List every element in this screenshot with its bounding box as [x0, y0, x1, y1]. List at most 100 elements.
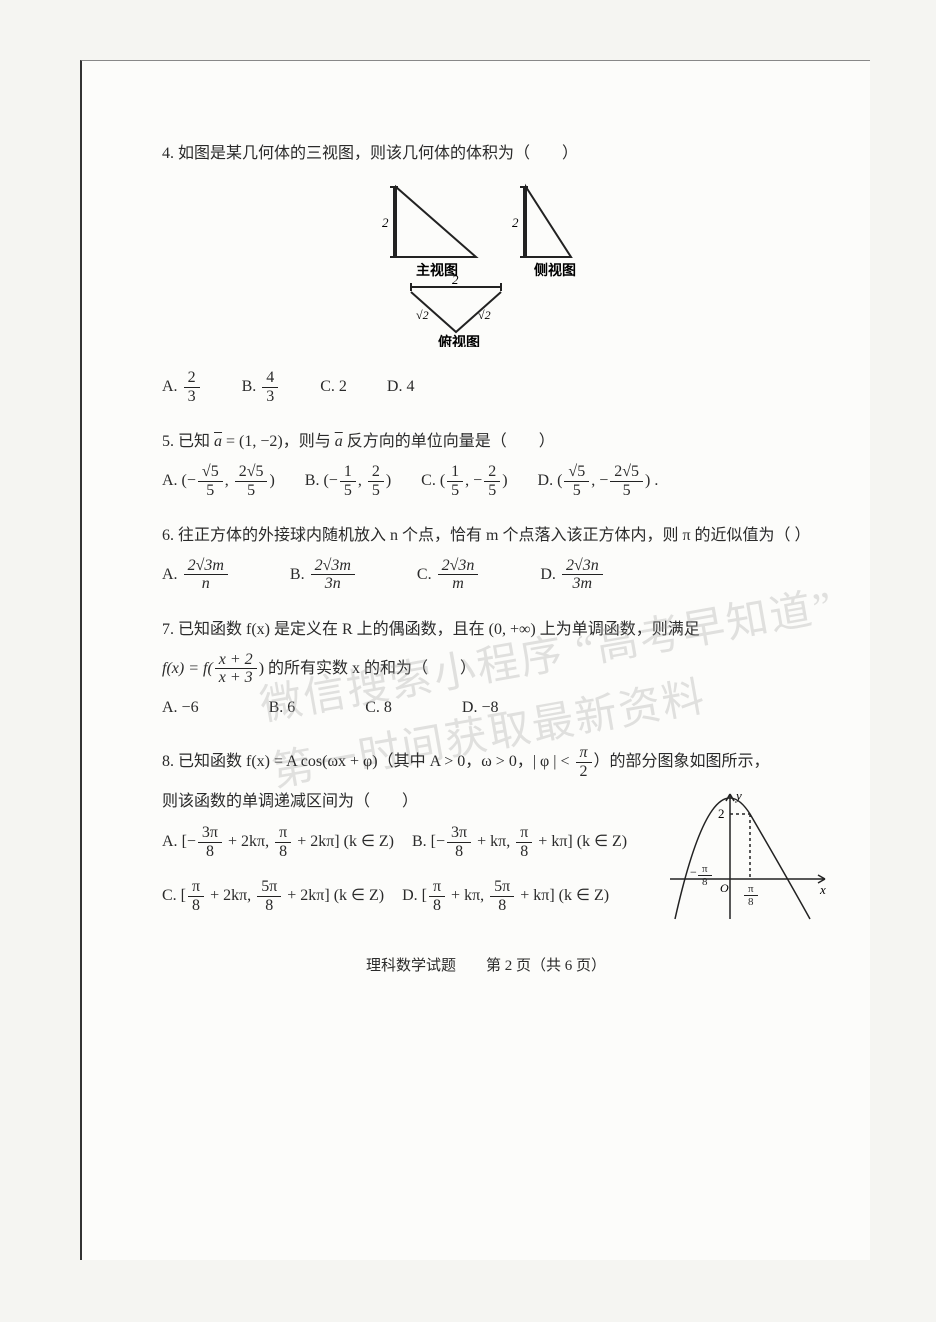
- question-6: 6. 往正方体的外接球内随机放入 n 个点，恰有 m 个点落入该正方体内，则 π…: [162, 523, 810, 593]
- q7-l2-post: ) 的所有实数 x 的和为（ ）: [259, 659, 476, 676]
- q8d-b1: [: [422, 887, 427, 904]
- q7-opt-d: D. −8: [462, 695, 499, 721]
- q8b-p: B.: [412, 833, 431, 850]
- q8b-n1: 3π: [447, 824, 471, 843]
- q5-c-n2: 2: [484, 463, 500, 482]
- q8d-d2: 8: [490, 897, 514, 915]
- q4-a-num: 2: [184, 369, 200, 388]
- q8-pi2d: 2: [576, 763, 592, 781]
- q4-dim-edge2: √2: [478, 308, 491, 322]
- q7-opt-b: B. 6: [269, 695, 296, 721]
- q5-c-m: , −: [465, 472, 482, 489]
- q4-dim-h1: 2: [382, 215, 389, 230]
- q8-opt-d: D. [π8 + kπ, 5π8 + kπ] (k ∈ Z): [402, 878, 609, 914]
- q4-a-label: A.: [162, 378, 178, 395]
- q5-options: A. (−√55, 2√55) B. (−15, 25) C. (15, −25…: [162, 463, 810, 499]
- q8c-m1: + 2kπ,: [206, 887, 255, 904]
- q8d-p: D.: [402, 887, 422, 904]
- q7-fd: x + 3: [215, 669, 257, 687]
- q4-dim-edge1: √2: [416, 308, 429, 322]
- q6-a-p: A.: [162, 566, 182, 583]
- question-5: 5. 已知 a = (1, −2)，则与 a 反方向的单位向量是（ ） A. (…: [162, 429, 810, 499]
- q6-b-n: 2√3m: [311, 557, 355, 576]
- q8-opt-b: B. [−3π8 + kπ, π8 + kπ] (k ∈ Z): [412, 824, 627, 860]
- q6-b-d: 3n: [311, 575, 355, 593]
- three-views-svg: 2 主视图 2 侧视图 2 √2: [356, 177, 616, 347]
- q8c-n1: π: [188, 878, 204, 897]
- q5-b-m: ,: [358, 472, 366, 489]
- q8-graph: y x 2 O − π8 π8: [660, 784, 830, 924]
- q5-a-n2: 2√5: [235, 463, 268, 482]
- q5-a-e: ): [269, 472, 274, 489]
- q8a-p: A.: [162, 833, 182, 850]
- question-7: 7. 已知函数 f(x) 是定义在 R 上的偶函数，且在 (0, +∞) 上为单…: [162, 617, 810, 720]
- q8a-m1: + 2kπ,: [224, 833, 273, 850]
- q8b-d2: 8: [516, 843, 532, 861]
- q8a-d1: 8: [198, 843, 222, 861]
- q8b-post: (k ∈ Z): [573, 833, 627, 850]
- q4-dim-top: 2: [452, 272, 459, 287]
- q6-c-n: 2√3n: [438, 557, 479, 576]
- q4-diagram: 2 主视图 2 侧视图 2 √2: [162, 177, 810, 356]
- q8a-n2: π: [275, 824, 291, 843]
- q8c-b1: [: [181, 887, 186, 904]
- q7-line1: 7. 已知函数 f(x) 是定义在 R 上的偶函数，且在 (0, +∞) 上为单…: [162, 617, 810, 643]
- q8a-n1: 3π: [198, 824, 222, 843]
- q5-opt-a: A. (−√55, 2√55): [162, 463, 275, 499]
- q5-b-d1: 5: [340, 482, 356, 500]
- q5-vec2: a: [335, 433, 343, 450]
- q6-a-d: n: [184, 575, 228, 593]
- q8c-d2: 8: [257, 897, 281, 915]
- q8c-p: C.: [162, 887, 181, 904]
- q6-c-p: C.: [417, 566, 436, 583]
- q5-c-e: ): [502, 472, 507, 489]
- q5-b-e: ): [386, 472, 391, 489]
- q6-opt-a: A. 2√3mn: [162, 557, 230, 593]
- q4-a-den: 3: [184, 388, 200, 406]
- question-4: 4. 如图是某几何体的三视图，则该几何体的体积为（ ） 2 主视图: [162, 141, 810, 405]
- q6-d-p: D.: [540, 566, 560, 583]
- q8-opt-c: C. [π8 + 2kπ, 5π8 + 2kπ] (k ∈ Z): [162, 878, 384, 914]
- q5-d-n2: 2√5: [610, 463, 643, 482]
- q8b-m2: + kπ: [534, 833, 567, 850]
- q6-options: A. 2√3mn B. 2√3m3n C. 2√3nm D. 2√3n3m: [162, 557, 810, 593]
- q8d-m2: + kπ: [516, 887, 549, 904]
- q4-label-side: 侧视图: [534, 262, 576, 279]
- q7-l2-pre: f(x) = f(: [162, 659, 213, 676]
- q4-opt-a: A. 23: [162, 369, 202, 405]
- q7-fn: x + 2: [215, 651, 257, 670]
- q8-xl-d: 8: [698, 876, 712, 888]
- q4-opt-c: C. 2: [320, 374, 347, 400]
- q8a-m2: + 2kπ: [293, 833, 334, 850]
- q5-c-d1: 5: [447, 482, 463, 500]
- q8b-n2: π: [516, 824, 532, 843]
- q7-options: A. −6 B. 6 C. 8 D. −8: [162, 695, 810, 721]
- q5-c-n1: 1: [447, 463, 463, 482]
- q8d-post: (k ∈ Z): [555, 887, 609, 904]
- q4-options: A. 23 B. 43 C. 2 D. 4: [162, 369, 810, 405]
- q4-opt-d: D. 4: [387, 374, 415, 400]
- q5-d-n1: √5: [564, 463, 589, 482]
- q8-opt-a: A. [−3π8 + 2kπ, π8 + 2kπ] (k ∈ Z): [162, 824, 394, 860]
- q5-d-e: ) .: [645, 472, 658, 489]
- q8-ylabel: y: [734, 788, 742, 803]
- q6-opt-c: C. 2√3nm: [417, 557, 480, 593]
- q5-d-t1: D. (: [538, 472, 563, 489]
- q8c-post: (k ∈ Z): [330, 887, 384, 904]
- q5-c-t1: C. (: [421, 472, 445, 489]
- q8c-d1: 8: [188, 897, 204, 915]
- q7-opt-a: A. −6: [162, 695, 199, 721]
- q5-a-m: ,: [225, 472, 233, 489]
- q5-b-t1: B. (−: [305, 472, 338, 489]
- q5-opt-d: D. (√55, −2√55) .: [538, 463, 659, 499]
- q5-pre: 5. 已知: [162, 433, 214, 450]
- q8-line1: 8. 已知函数 f(x) = A cos(ωx + φ)（其中 A > 0，ω …: [162, 744, 810, 780]
- q8c-m2: + 2kπ: [283, 887, 324, 904]
- q5-vec1: a: [214, 433, 222, 450]
- q8b-s1: −: [436, 833, 445, 850]
- q8a-d2: 8: [275, 843, 291, 861]
- q8a-post: (k ∈ Z): [340, 833, 394, 850]
- q5-d-m: , −: [591, 472, 608, 489]
- q6-opt-d: D. 2√3n3m: [540, 557, 604, 593]
- q8-xr-d: 8: [744, 896, 758, 908]
